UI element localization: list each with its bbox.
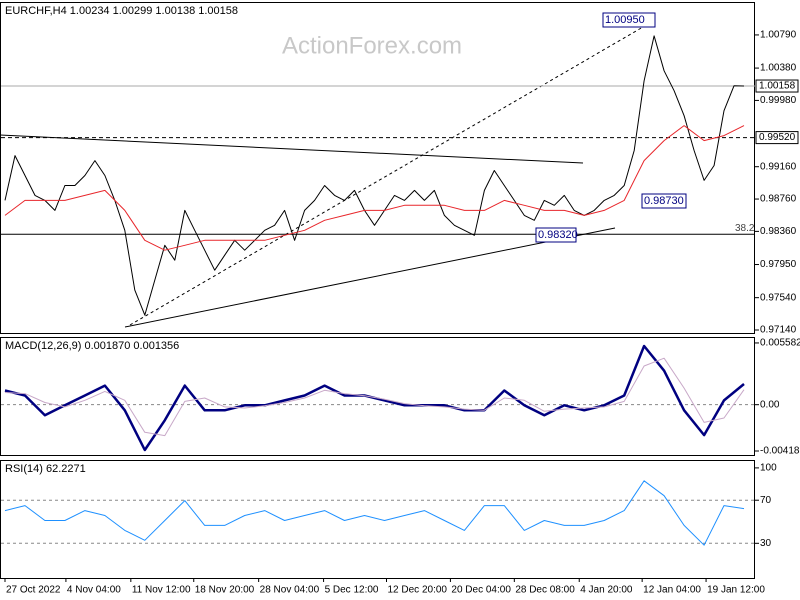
series-line bbox=[4, 125, 745, 251]
series-line bbox=[4, 357, 745, 437]
panel-title: RSI(14) 62.2271 bbox=[5, 463, 86, 475]
rsi-panel bbox=[0, 460, 755, 579]
series-line bbox=[4, 480, 745, 546]
x-tick-label: 28 Nov 04:00 bbox=[260, 585, 320, 596]
macd-panel bbox=[0, 337, 755, 456]
y-tick-label: 0.98360 bbox=[760, 226, 797, 237]
fibo-label: 38.2 bbox=[735, 223, 755, 234]
y-tick-label: 0.005582 bbox=[760, 338, 800, 349]
x-tick-label: 4 Nov 04:00 bbox=[67, 585, 121, 596]
level-label: 0.99520 bbox=[759, 132, 796, 143]
y-tick-label: 30 bbox=[760, 538, 772, 549]
x-tick-label: 12 Dec 20:00 bbox=[387, 585, 447, 596]
x-tick-label: 11 Nov 12:00 bbox=[132, 585, 191, 596]
y-tick-label: 0.97950 bbox=[760, 259, 797, 270]
panel-title: MACD(12,26,9) 0.001870 0.001356 bbox=[5, 340, 179, 352]
x-tick-label: 4 Jan 20:00 bbox=[580, 585, 633, 596]
annotation: 1.00950 bbox=[605, 14, 645, 26]
y-tick-label: 0.97140 bbox=[760, 325, 797, 336]
y-tick-label: 1.00790 bbox=[760, 30, 797, 41]
y-tick-label: 0.98760 bbox=[760, 194, 797, 205]
main-panel bbox=[0, 2, 755, 334]
y-tick-label: -0.004188 bbox=[760, 446, 800, 457]
annotation: 0.98730 bbox=[644, 195, 684, 207]
x-tick-label: 20 Dec 04:00 bbox=[451, 585, 511, 596]
panel-title: EURCHF,H4 1.00234 1.00299 1.00138 1.0015… bbox=[5, 5, 238, 17]
series-line bbox=[4, 35, 745, 316]
trend-line bbox=[129, 19, 656, 326]
x-tick-label: 27 Oct 2022 bbox=[6, 585, 61, 596]
annotation-box bbox=[535, 227, 577, 243]
x-tick-label: 5 Dec 12:00 bbox=[325, 585, 379, 596]
annotation: 0.98320 bbox=[538, 229, 578, 241]
annotation-box bbox=[641, 193, 687, 209]
y-tick-label: 70 bbox=[760, 495, 772, 506]
x-tick-label: 18 Nov 20:00 bbox=[195, 585, 255, 596]
watermark: ActionForex.com bbox=[282, 32, 462, 59]
x-tick-label: 28 Dec 08:00 bbox=[515, 585, 575, 596]
y-tick-label: 1.00380 bbox=[760, 63, 797, 74]
y-tick-label: 0.99980 bbox=[760, 95, 797, 106]
y-tick-label: 0.97540 bbox=[760, 292, 797, 303]
y-tick-label: 100 bbox=[760, 463, 777, 474]
y-tick-label: 0.99160 bbox=[760, 161, 797, 172]
trend-line bbox=[124, 227, 616, 328]
x-tick-label: 12 Jan 04:00 bbox=[643, 585, 701, 596]
level-box bbox=[755, 131, 799, 145]
price-box bbox=[755, 79, 799, 93]
y-tick-label: 0.00 bbox=[760, 399, 780, 410]
trend-line bbox=[0, 134, 584, 164]
price-label: 1.00158 bbox=[759, 81, 796, 92]
x-tick-label: 19 Jan 12:00 bbox=[707, 585, 765, 596]
annotation-box bbox=[602, 12, 656, 28]
